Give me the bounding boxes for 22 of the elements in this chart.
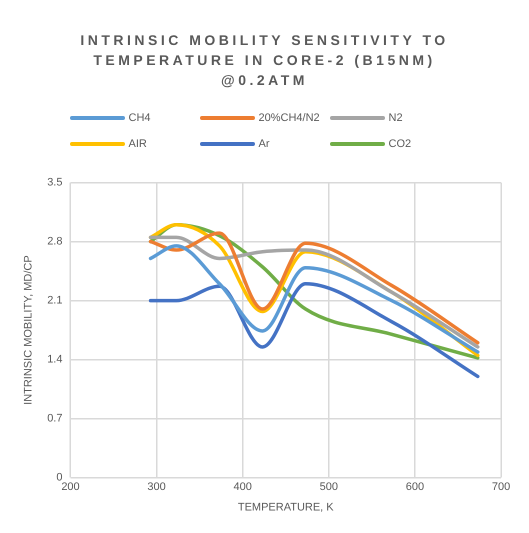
y-tick-label: 1.4 (47, 354, 62, 366)
y-tick-label: 3.5 (47, 176, 62, 189)
x-tick-label: 200 (61, 481, 80, 494)
y-tick-label: 0.7 (47, 412, 62, 425)
line-series (148, 282, 480, 378)
legend-label: CO2 (388, 138, 412, 150)
x-tick-label: 700 (492, 481, 510, 494)
x-tick-label: 300 (147, 481, 166, 494)
y-tick-label: 0 (56, 472, 62, 484)
legend-label: N2 (388, 112, 403, 124)
legend-label: AIR (128, 138, 147, 150)
y-tick-label: 2.8 (47, 236, 62, 248)
chart-title: INTRINSIC MOBILITY SENSITIVITY TO TEMPERATURE IN CORE-2 (B15NM) @0.2ATM (79, 31, 450, 90)
y-tick-label: 2.1 (47, 294, 62, 307)
x-tick-label: 500 (320, 481, 338, 494)
legend-label: Ar (258, 138, 270, 150)
x-tick-label: 400 (234, 481, 252, 494)
x-tick-label: 600 (406, 481, 424, 494)
legend-label: 20%CH4/N2 (258, 112, 320, 124)
x-axis-title: TEMPERATURE, K (238, 501, 334, 514)
legend-label: CH4 (128, 112, 151, 124)
y-axis-title: INTRINSIC MOBILITY, MD/CP (22, 255, 35, 405)
